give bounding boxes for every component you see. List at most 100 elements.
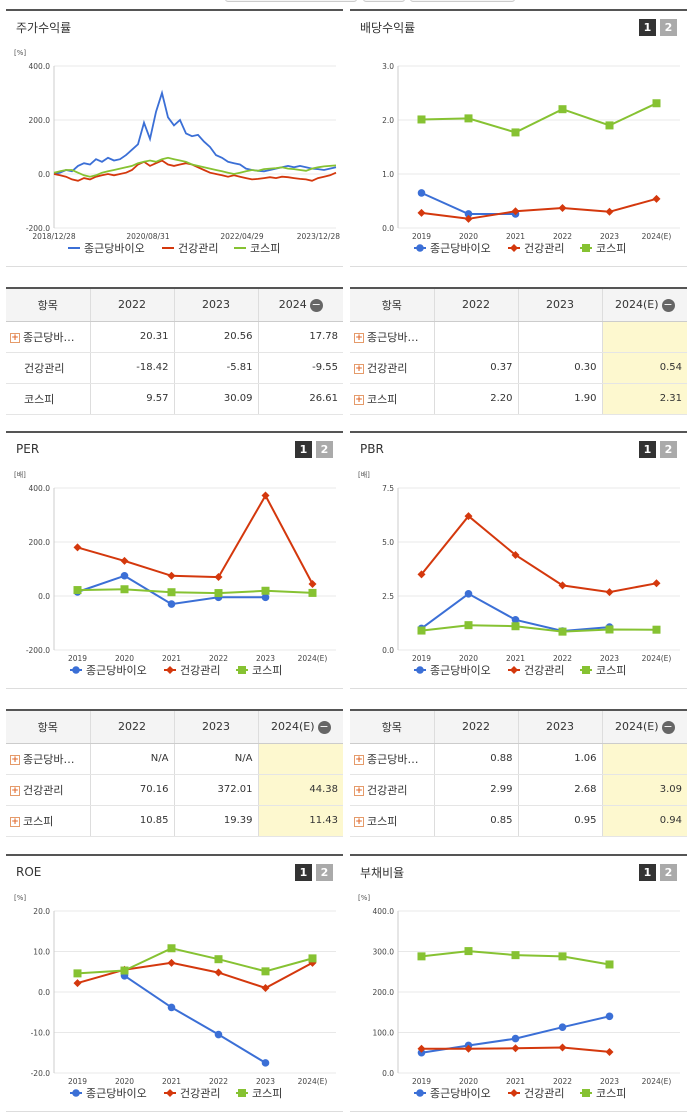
data-point [416,1089,424,1097]
row-name: 종근당바… [367,330,419,344]
x-tick-label: 2024(E) [642,1077,672,1086]
page-2-button[interactable]: 2 [660,18,677,36]
y-tick-label: 7.5 [382,484,394,493]
table-header-row: 항목 2022 2023 2024− [6,288,343,322]
panel-title: PBR [360,442,384,456]
x-tick-label: 2023/12/28 [297,232,340,241]
chart-pager: 1 2 [639,440,677,458]
plus-icon[interactable]: + [10,332,20,343]
data-point [238,1089,246,1097]
data-point [261,491,270,500]
y-tick-label: -10.0 [31,1029,51,1038]
table-header-row: 항목 2022 2023 2024(E) − [350,710,687,744]
row-name-cell: + 코스피 [6,805,91,837]
data-point [464,114,473,123]
plus-icon[interactable]: + [10,785,20,796]
data-point [214,955,223,964]
plus-icon[interactable]: + [354,332,364,343]
value-cell: 2.68 [518,774,603,806]
data-point [417,626,426,635]
data-point [167,1003,176,1012]
data-point [417,189,426,197]
header-2024e: 2024(E) − [258,710,343,744]
x-tick-label: 2020 [459,232,478,241]
y-tick-label: 20.0 [33,907,50,916]
table-row: + 건강관리 0.37 0.30 0.54 [350,352,687,384]
header-item: 항목 [6,288,91,322]
y-unit-label: [%] [14,49,26,57]
panel-header: ROE 1 2 [6,856,343,888]
x-tick-label: 2020 [115,1077,134,1086]
value-cell: 9.57 [90,383,175,415]
panel-header: PER 1 2 [6,433,343,465]
top-button[interactable] [363,0,405,2]
value-cell: 0.95 [518,805,603,837]
plus-icon[interactable]: + [354,785,364,796]
x-tick-label: 2020 [459,1077,478,1086]
chart-pager: 1 2 [295,863,333,881]
data-point [261,967,270,976]
x-tick-label: 2022 [209,654,228,663]
top-button[interactable] [225,0,357,2]
series-line [77,493,314,585]
data-point [652,194,661,203]
page-1-button[interactable]: 1 [295,440,312,458]
plus-icon[interactable]: + [10,816,20,827]
header-2022: 2022 [434,710,519,744]
y-tick-label: -200.0 [26,224,50,233]
collapse-icon[interactable]: − [309,297,323,312]
plus-icon[interactable]: + [354,754,364,765]
page-2-button[interactable]: 2 [316,440,333,458]
y-unit-label: [배] [358,470,370,479]
table-row: + 종근당바… 20.31 20.56 17.78 [6,321,343,353]
value-cell: 19.39 [174,805,259,837]
plus-icon[interactable]: + [354,394,364,405]
page-1-button[interactable]: 1 [295,863,312,881]
estimate-cell: 2.31 [602,383,687,415]
page-2-button[interactable]: 2 [660,863,677,881]
y-tick-label: 2.0 [382,116,394,125]
data-point [167,588,176,597]
x-tick-label: 2022 [553,1077,572,1086]
page-1-button[interactable]: 1 [639,18,656,36]
panel-header: 부채비율 1 2 [350,856,687,888]
x-tick-label: 2021 [506,654,525,663]
stock-return-panel: 주가수익률 [%] 400.0 200.0 0.0 -200.0 2018/12/28 20… [6,9,343,267]
page-2-button[interactable]: 2 [660,440,677,458]
row-name: 종근당바… [23,330,75,344]
collapse-icon[interactable]: − [661,297,675,312]
plus-icon[interactable]: + [10,754,20,765]
value-cell: 0.30 [518,352,603,384]
data-point [511,207,520,216]
collapse-icon[interactable]: − [317,719,331,734]
y-tick-label: 5.0 [382,538,394,547]
x-tick-label: 2022/04/29 [220,232,263,241]
page-2-button[interactable]: 2 [316,863,333,881]
x-tick-label: 2023 [600,1077,619,1086]
data-point [558,627,567,636]
series-line [77,961,313,990]
data-point [582,1089,590,1097]
header-2022: 2022 [90,288,175,322]
data-point [417,1048,426,1057]
page-1-button[interactable]: 1 [639,863,656,881]
data-point [417,1044,426,1053]
page-1-button[interactable]: 1 [639,440,656,458]
plus-icon[interactable]: + [354,816,364,827]
x-tick-label: 2019 [68,1077,87,1086]
data-point [652,579,661,588]
plus-icon[interactable]: + [354,363,364,374]
data-point [510,244,518,252]
x-tick-label: 2021 [162,1077,181,1086]
value-cell: 1.90 [518,383,603,415]
data-point [73,979,82,988]
data-point [652,625,661,634]
y-tick-label: 300.0 [373,948,395,957]
data-point [558,1043,567,1052]
legend-label: 코스피 [250,242,280,255]
collapse-icon[interactable]: − [661,719,675,734]
series-line [53,89,337,175]
top-button[interactable] [410,0,515,2]
panel-title: 부채비율 [360,865,405,880]
value-cell: 26.61 [258,383,343,415]
